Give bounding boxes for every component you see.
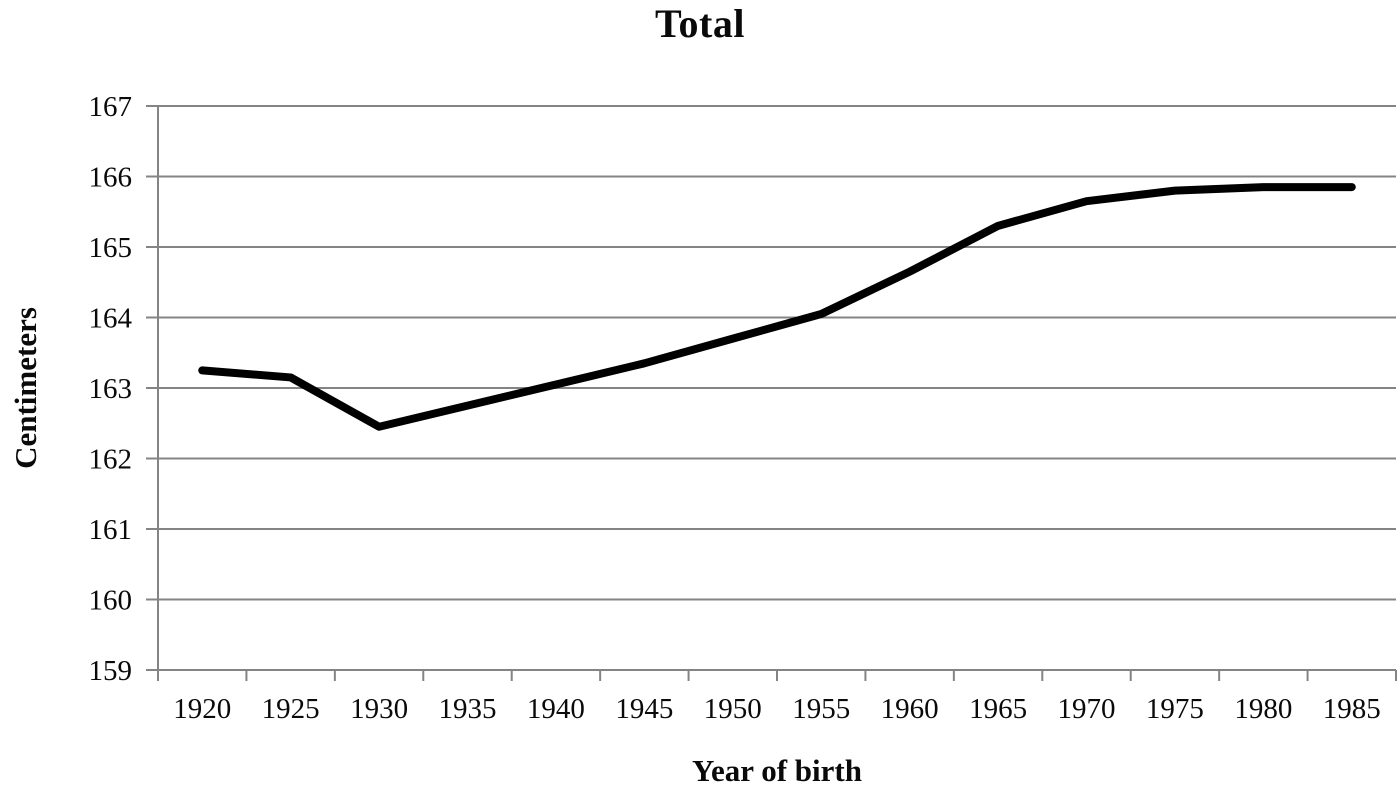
data-line-total bbox=[198, 183, 1356, 431]
y-tick-label: 163 bbox=[89, 373, 133, 405]
y-tick-label: 159 bbox=[89, 655, 133, 687]
x-tick-label: 1965 bbox=[969, 693, 1027, 725]
x-axis-title: Year of birth bbox=[692, 753, 862, 788]
y-tick-label: 167 bbox=[89, 91, 133, 123]
x-tick-label: 1970 bbox=[1058, 693, 1116, 725]
x-tick-label: 1945 bbox=[615, 693, 673, 725]
x-tick-label: 1935 bbox=[439, 693, 497, 725]
x-tick-label: 1950 bbox=[704, 693, 762, 725]
y-tick-label: 161 bbox=[89, 514, 133, 546]
x-tick-label: 1960 bbox=[881, 693, 939, 725]
x-tick-label: 1955 bbox=[792, 693, 850, 725]
y-tick-label: 160 bbox=[89, 585, 133, 617]
y-tick-label: 162 bbox=[89, 444, 133, 476]
y-tick-label: 165 bbox=[89, 232, 133, 264]
y-tick-label: 166 bbox=[89, 162, 133, 194]
y-axis-title: Centimeters bbox=[8, 307, 43, 469]
chart-title: Total bbox=[655, 1, 745, 46]
x-tick-label: 1925 bbox=[262, 693, 320, 725]
y-tick-label: 164 bbox=[89, 303, 133, 335]
x-tick-label: 1930 bbox=[350, 693, 408, 725]
x-tick-label: 1920 bbox=[173, 693, 231, 725]
x-tick-label: 1980 bbox=[1234, 693, 1292, 725]
x-tick-label: 1940 bbox=[527, 693, 585, 725]
x-tick-label: 1975 bbox=[1146, 693, 1204, 725]
x-tick-label: 1985 bbox=[1323, 693, 1381, 725]
